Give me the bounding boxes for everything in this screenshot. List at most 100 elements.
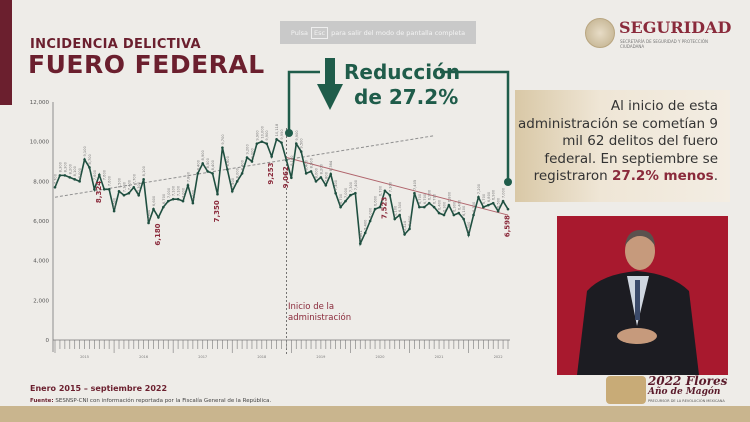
info-highlight: 27.2% menos xyxy=(612,168,714,184)
campaign-line2: Año de Magón xyxy=(648,387,721,397)
data-label: 5,400 xyxy=(364,219,368,230)
data-point xyxy=(314,180,318,183)
data-point xyxy=(235,180,239,183)
data-label: 4,861 xyxy=(359,230,363,240)
data-label: 8,400 xyxy=(211,159,215,170)
data-point xyxy=(250,160,254,163)
data-point xyxy=(191,201,195,205)
data-point xyxy=(98,173,101,177)
data-label: 5,300 xyxy=(467,221,471,232)
data-label: 6,600 xyxy=(374,195,378,206)
data-label: 7,200 xyxy=(477,183,481,194)
x-year-label: 2016 xyxy=(139,355,148,359)
source-text: SESNSP-CNI con información reportada por… xyxy=(55,398,272,404)
data-point xyxy=(496,209,500,213)
data-label: 9,900 xyxy=(295,130,299,141)
data-point xyxy=(162,205,165,209)
data-label: 7,405 xyxy=(413,180,417,190)
data-point xyxy=(216,192,219,196)
period-label: Enero 2015 – septiembre 2022 xyxy=(30,384,168,393)
data-point xyxy=(112,209,116,213)
highlighted-data-label: 8,324 xyxy=(95,181,103,203)
y-tick-label: 2,000 xyxy=(33,298,49,304)
esc-key[interactable]: Esc xyxy=(311,26,329,39)
data-point xyxy=(299,150,303,153)
data-point xyxy=(260,140,264,143)
data-point xyxy=(442,213,446,217)
data-point xyxy=(196,172,200,175)
data-label: 6,800 xyxy=(447,191,451,202)
data-point xyxy=(447,203,451,207)
interpreter-hands xyxy=(617,328,657,344)
data-point xyxy=(157,216,160,219)
data-label: 7,300 xyxy=(349,181,353,192)
data-label: 8,200 xyxy=(319,163,323,174)
callout-graphics xyxy=(285,58,512,186)
interpreter-head xyxy=(625,232,655,270)
y-tick-label: 12,000 xyxy=(30,100,50,106)
data-label: 7,600 xyxy=(103,169,107,180)
info-text-end: . xyxy=(713,168,718,184)
data-label: 6,700 xyxy=(378,185,382,196)
end-marker xyxy=(504,178,512,186)
data-label: 8,400 xyxy=(196,159,200,170)
data-point xyxy=(63,174,67,177)
x-year-label: 2020 xyxy=(376,355,385,359)
data-label: 7,300 xyxy=(122,181,126,192)
data-label: 8,400 xyxy=(305,159,309,170)
highlighted-data-label: 9,253 xyxy=(267,162,275,184)
data-point xyxy=(58,174,62,177)
data-label: 9,000 xyxy=(250,147,254,158)
data-label: 8,500 xyxy=(206,157,210,168)
decorative-band xyxy=(0,0,12,105)
data-point xyxy=(344,199,347,203)
data-label: 7,000 xyxy=(167,187,171,198)
x-year-label: 2018 xyxy=(257,355,266,359)
data-label: 6,400 xyxy=(438,199,442,210)
highlighted-data-label: 6,598 xyxy=(504,215,512,237)
data-point xyxy=(413,191,416,195)
data-point xyxy=(176,197,180,201)
data-point xyxy=(166,199,170,203)
highlighted-data-label: 7,350 xyxy=(213,200,221,222)
data-label: 8,000 xyxy=(78,167,82,178)
brand-subtitle: SECRETARÍA DE SEGURIDAD Y PROTECCIÓN CIU… xyxy=(620,39,708,49)
data-point xyxy=(53,185,57,189)
data-point xyxy=(206,170,209,173)
reduction-callout-line1: Reducción xyxy=(344,60,461,84)
data-label: 8,500 xyxy=(310,157,314,168)
data-label: 8,600 xyxy=(226,155,230,166)
data-point xyxy=(457,211,461,215)
data-point xyxy=(290,176,293,180)
admin-start-label: Inicio de la administración xyxy=(288,302,352,323)
info-box: Al inicio de esta administración se come… xyxy=(515,90,730,202)
data-label: 7,700 xyxy=(132,173,136,184)
data-point xyxy=(398,213,401,217)
y-tick-label: 4,000 xyxy=(33,259,49,265)
highlighted-data-label: 7,523 xyxy=(380,197,388,219)
data-label: 9,900 xyxy=(255,130,259,141)
footer-band xyxy=(0,406,750,422)
y-tick-label: 10,000 xyxy=(30,140,50,146)
data-point xyxy=(230,189,234,193)
data-point xyxy=(137,193,141,197)
data-point xyxy=(83,158,86,161)
y-tick-label: 8,000 xyxy=(33,179,49,185)
data-point xyxy=(329,172,333,176)
data-point xyxy=(501,199,505,203)
data-label: 7,400 xyxy=(354,179,358,190)
data-point xyxy=(147,221,150,225)
campaign-logo: 2022 Flores Año de Magón xyxy=(648,375,727,398)
data-label: 7,100 xyxy=(177,185,181,196)
y-tick-label: 0 xyxy=(46,338,50,344)
data-point xyxy=(201,162,205,165)
highlighted-data-label: 6,180 xyxy=(154,223,162,245)
data-point xyxy=(294,142,298,145)
data-point xyxy=(181,199,185,203)
data-point xyxy=(363,231,367,235)
data-label: 6,700 xyxy=(482,193,486,204)
data-point xyxy=(393,217,397,221)
data-point xyxy=(270,155,273,158)
campaign-portrait xyxy=(606,376,646,404)
